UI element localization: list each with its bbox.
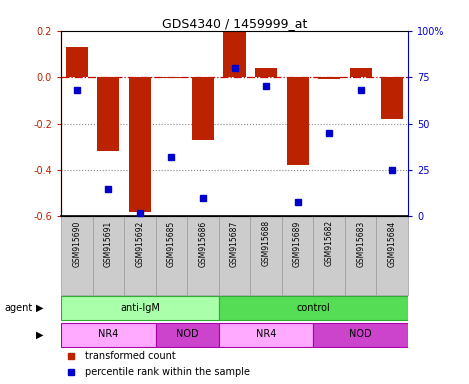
Text: control: control (296, 303, 330, 313)
Text: ▶: ▶ (36, 303, 44, 313)
Bar (129, 77, 151, 212)
Bar (282, 217, 313, 295)
Text: transformed count: transformed count (85, 351, 176, 361)
Text: NR4: NR4 (98, 329, 119, 339)
Text: percentile rank within the sample: percentile rank within the sample (85, 367, 250, 377)
Bar (250, 217, 282, 295)
Text: GSM915692: GSM915692 (136, 220, 144, 266)
Bar (350, 68, 372, 77)
Text: GSM915690: GSM915690 (72, 220, 81, 267)
Bar (313, 323, 408, 347)
Text: anti-IgM: anti-IgM (120, 303, 160, 313)
Text: GSM915685: GSM915685 (167, 220, 176, 266)
Bar (219, 217, 250, 295)
Bar (377, 217, 408, 295)
Bar (219, 323, 313, 347)
Title: GDS4340 / 1459999_at: GDS4340 / 1459999_at (162, 17, 307, 30)
Bar (61, 323, 156, 347)
Bar (97, 77, 119, 151)
Bar (223, 31, 246, 77)
Bar (313, 217, 345, 295)
Bar (160, 77, 182, 78)
Text: GSM915691: GSM915691 (104, 220, 113, 266)
Bar (192, 77, 214, 140)
Text: GSM915687: GSM915687 (230, 220, 239, 266)
Bar (124, 217, 156, 295)
Bar (381, 77, 403, 119)
Bar (156, 323, 219, 347)
Text: NOD: NOD (349, 329, 372, 339)
Text: GSM915689: GSM915689 (293, 220, 302, 266)
Text: agent: agent (5, 303, 33, 313)
Text: GSM915688: GSM915688 (262, 220, 271, 266)
Text: ▶: ▶ (36, 330, 44, 340)
Bar (92, 217, 124, 295)
Bar (318, 77, 340, 79)
Bar (61, 296, 219, 320)
Text: GSM915684: GSM915684 (388, 220, 397, 266)
Bar (156, 217, 187, 295)
Text: GSM915686: GSM915686 (198, 220, 207, 266)
Bar (255, 68, 277, 77)
Text: NOD: NOD (176, 329, 198, 339)
Bar (66, 47, 88, 77)
Text: GSM915682: GSM915682 (325, 220, 333, 266)
Bar (287, 77, 309, 166)
Bar (187, 217, 219, 295)
Bar (61, 217, 92, 295)
Text: NR4: NR4 (256, 329, 276, 339)
Bar (345, 217, 377, 295)
Bar (219, 296, 408, 320)
Text: GSM915683: GSM915683 (356, 220, 365, 266)
